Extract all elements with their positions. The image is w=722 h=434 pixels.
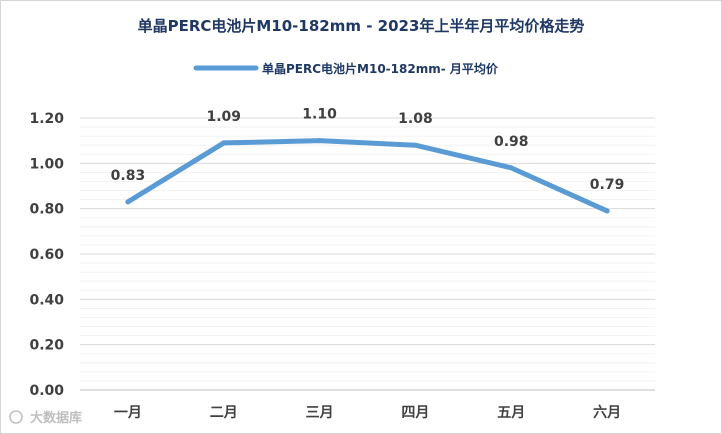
data-label: 0.83 <box>111 168 146 184</box>
data-labels: 0.83 1.09 1.10 1.08 0.98 0.79 <box>111 107 625 193</box>
y-tick-label: 0.00 <box>29 383 64 399</box>
x-tick-label: 六月 <box>593 404 621 421</box>
x-tick-label: 五月 <box>497 405 525 421</box>
data-label: 1.09 <box>206 109 241 125</box>
data-point <box>221 140 227 146</box>
legend-label: 单晶PERC电池片M10-182mm- 月平均价 <box>262 61 499 76</box>
data-label: 0.79 <box>590 177 625 193</box>
x-tick-label: 二月 <box>210 405 238 421</box>
data-label: 1.10 <box>302 107 337 123</box>
y-tick-label: 0.20 <box>29 338 64 354</box>
y-axis-ticks: 0.00 0.20 0.40 0.60 0.80 1.00 1.20 <box>29 111 64 399</box>
data-label: 0.98 <box>494 134 529 150</box>
watermark-logo-icon <box>9 410 23 424</box>
chart-title: 单晶PERC电池片M10-182mm - 2023年上半年月平均价格走势 <box>138 17 585 35</box>
x-tick-label: 四月 <box>401 405 429 421</box>
watermark-text: 大数据库 <box>30 410 82 426</box>
watermark: 大数据库 <box>9 410 82 426</box>
y-tick-label: 1.20 <box>29 111 64 127</box>
series-layer <box>125 138 610 214</box>
data-label: 1.08 <box>398 111 433 127</box>
data-point <box>508 165 514 171</box>
data-point <box>125 199 131 205</box>
x-tick-label: 一月 <box>114 405 142 421</box>
x-tick-label: 三月 <box>306 405 334 421</box>
data-point <box>412 142 418 148</box>
y-tick-label: 0.60 <box>29 247 64 263</box>
series-line <box>125 138 610 214</box>
data-point <box>317 138 323 144</box>
x-axis-ticks: 一月 二月 三月 四月 五月 六月 <box>114 404 621 421</box>
y-tick-label: 0.40 <box>29 292 64 308</box>
y-tick-label: 0.80 <box>29 202 64 218</box>
y-tick-label: 1.00 <box>29 156 64 172</box>
legend: 单晶PERC电池片M10-182mm- 月平均价 <box>193 61 499 76</box>
gridlines <box>80 117 655 391</box>
data-point <box>604 208 610 214</box>
